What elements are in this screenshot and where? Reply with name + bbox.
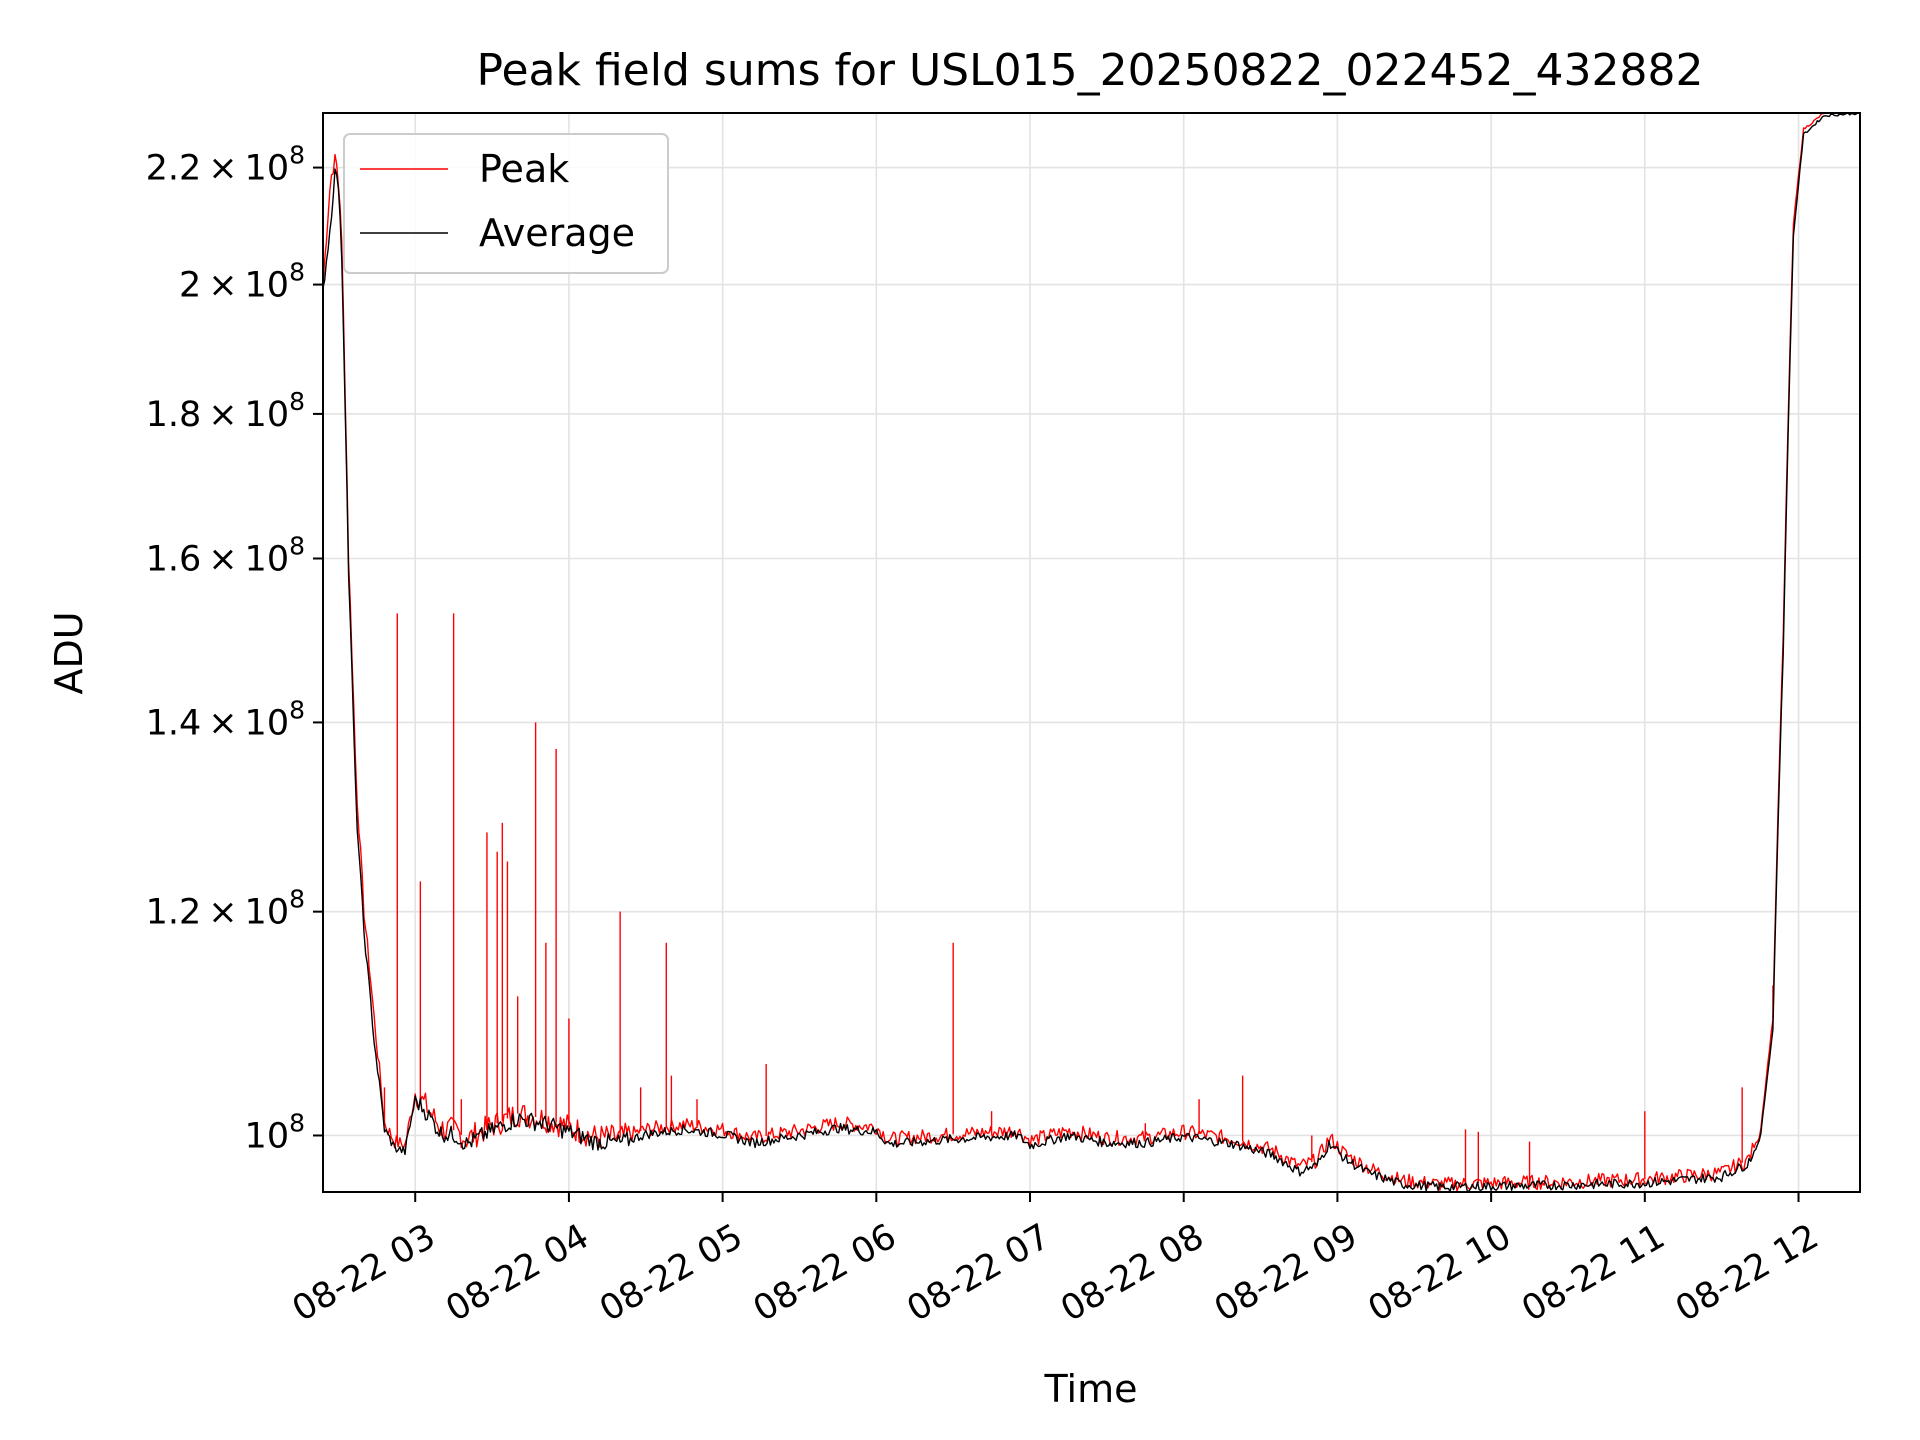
y-tick-label: 2.2 × 108 (146, 141, 305, 189)
series-line-peak (323, 113, 1859, 1192)
y-tick-label: 1.4 × 108 (146, 695, 305, 743)
x-axis-label: Time (1044, 1367, 1138, 1411)
plot-area (323, 113, 1860, 1192)
y-tick-label: 1.8 × 108 (146, 387, 305, 435)
legend-label-average: Average (479, 211, 635, 255)
y-tick-label: 1.2 × 108 (146, 885, 305, 933)
legend: Peak Average (343, 133, 669, 274)
series-layer (323, 113, 1860, 1192)
plot-frame (322, 112, 1861, 1193)
y-tick-label: 1.6 × 108 (146, 532, 305, 580)
legend-label-peak: Peak (479, 147, 569, 191)
y-tick-label: 2 × 108 (179, 258, 305, 306)
y-axis: 108 1.2 × 108 1.4 × 108 1.6 × 108 1.8 × 108 2… (146, 141, 323, 1156)
y-tick-label: 108 (245, 1108, 305, 1156)
y-axis-label: ADU (47, 611, 91, 694)
series-line-average (323, 113, 1860, 1192)
chart-title: Peak field sums for USL015_20250822_0224… (477, 45, 1704, 96)
